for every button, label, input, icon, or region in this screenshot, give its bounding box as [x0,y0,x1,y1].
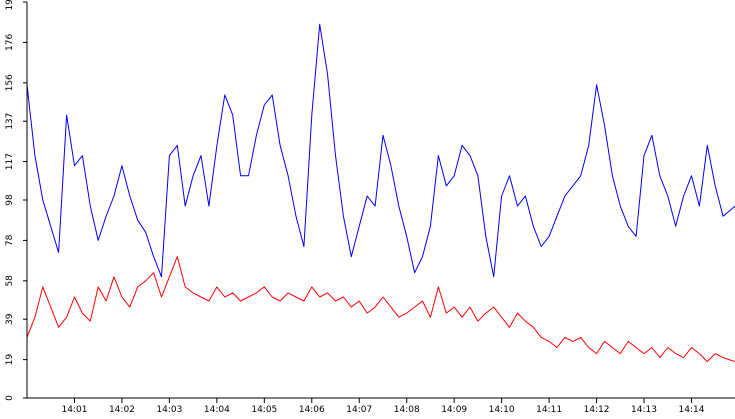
x-tick-label: 14:02 [109,405,135,415]
y-tick-label: 117 [5,153,15,170]
x-tick-label: 14:04 [204,405,230,415]
y-tick-label: 78 [5,234,15,246]
y-tick-label: 156 [5,74,15,91]
y-tick-label: 58 [5,275,15,287]
x-tick-label: 14:03 [156,405,182,415]
series-line-1 [26,23,735,278]
y-tick-label: 176 [5,34,15,51]
y-tick-label: 137 [5,113,15,130]
x-tick-label: 14:12 [584,405,610,415]
y-tick-label: 98 [5,194,15,206]
x-tick-label: 14:05 [251,405,277,415]
x-tick-label: 14:09 [441,405,467,415]
series-layer [26,23,735,363]
x-tick-label: 14:13 [631,405,657,415]
series-line-2 [26,256,735,363]
x-tick-label: 14:10 [489,405,515,415]
y-tick-label: 19 [5,354,15,366]
x-tick-label: 14:06 [299,405,325,415]
axis-layer: 0 19 39 58 78 98 117 137 156 176 196 14:01 14:02 14:0… [5,0,735,415]
x-tick-label: 14:11 [536,405,562,415]
x-tick-label: 14:08 [394,405,420,415]
x-tick-label: 14:07 [346,405,372,415]
y-tick-label: 0 [5,395,15,401]
y-tick-label: 39 [5,313,15,325]
x-tick-label: 14:14 [679,405,705,415]
x-tick-label: 14:01 [61,405,87,415]
y-tick-label: 196 [5,0,15,11]
